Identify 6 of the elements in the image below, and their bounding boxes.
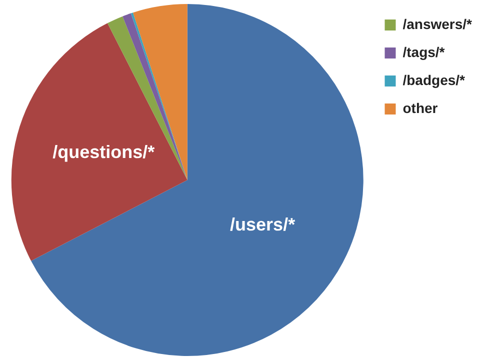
slice-label: /users/* (230, 214, 296, 235)
slice-label: /questions/* (52, 142, 155, 162)
legend-label: other (402, 100, 438, 116)
legend-label: /badges/* (402, 72, 466, 88)
legend-label: /tags/* (402, 44, 446, 60)
legend-label: /answers/* (402, 16, 473, 32)
